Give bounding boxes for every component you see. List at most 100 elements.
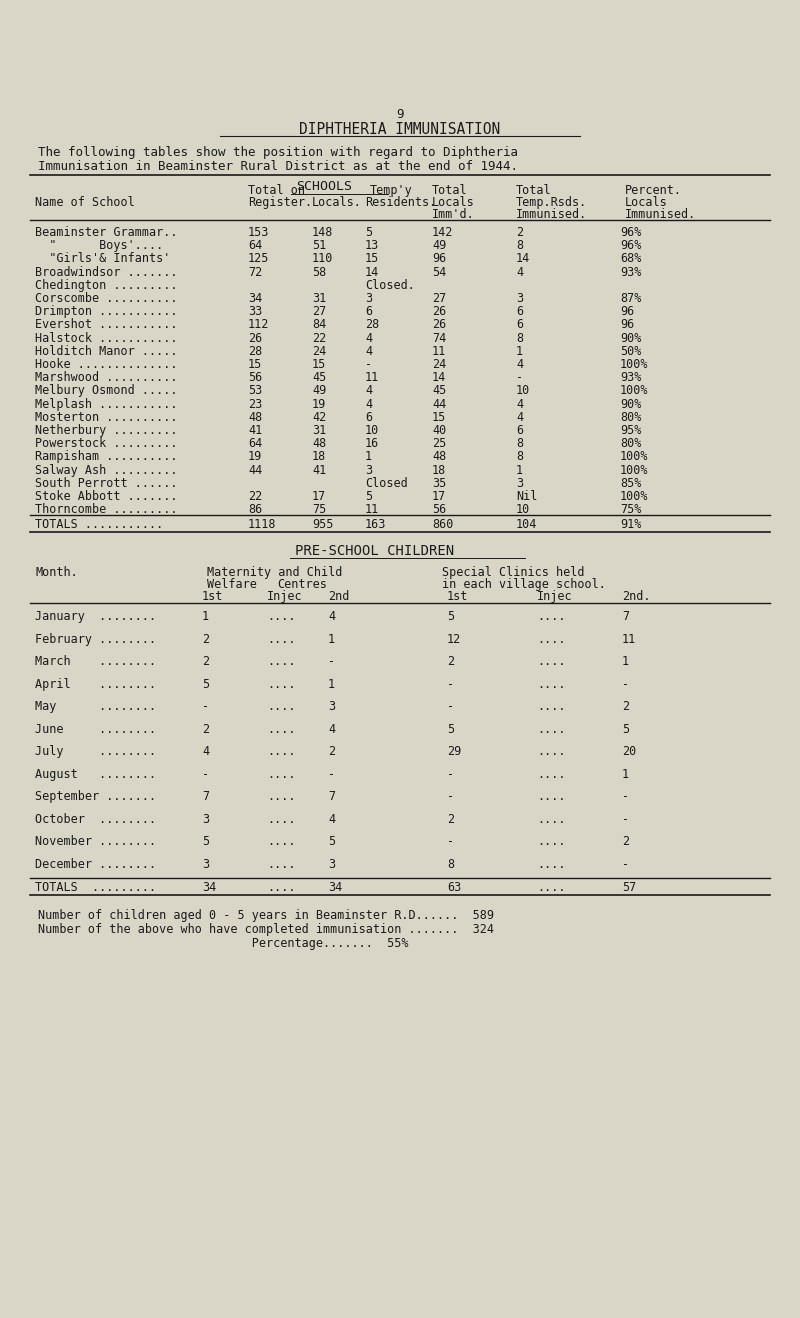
Text: 1118: 1118 [248,518,277,531]
Text: 4: 4 [365,385,372,398]
Text: 3: 3 [516,293,523,304]
Text: Month.: Month. [35,567,78,580]
Text: 31: 31 [312,293,326,304]
Text: Locals: Locals [432,196,474,210]
Text: 10: 10 [516,503,530,517]
Text: 1st: 1st [447,590,468,604]
Text: Mosterton ..........: Mosterton .......... [35,411,178,424]
Text: July     ........: July ........ [35,746,156,758]
Text: ....: .... [267,722,295,735]
Text: Halstock ...........: Halstock ........... [35,332,178,344]
Text: Number of children aged 0 - 5 years in Beaminster R.D......  589: Number of children aged 0 - 5 years in B… [38,909,494,923]
Text: February ........: February ........ [35,633,156,646]
Text: Evershot ...........: Evershot ........... [35,319,178,331]
Text: 31: 31 [312,424,326,438]
Text: 5: 5 [328,836,335,849]
Text: 2nd: 2nd [328,590,350,604]
Text: ....: .... [537,882,566,895]
Text: 56: 56 [432,503,446,517]
Text: 4: 4 [516,411,523,424]
Text: 2: 2 [202,633,209,646]
Text: 1: 1 [365,451,372,464]
Text: December ........: December ........ [35,858,156,871]
Text: 48: 48 [432,451,446,464]
Text: Maternity and Child: Maternity and Child [207,567,342,580]
Text: 2: 2 [447,813,454,826]
Text: Percent.: Percent. [625,185,682,196]
Text: 8: 8 [516,332,523,344]
Text: Centres: Centres [277,579,327,592]
Text: Residents.: Residents. [365,196,436,210]
Text: Holditch Manor .....: Holditch Manor ..... [35,345,178,357]
Text: 51: 51 [312,239,326,252]
Text: -: - [447,677,454,691]
Text: 2: 2 [516,225,523,239]
Text: 1: 1 [516,345,523,357]
Text: 4: 4 [328,722,335,735]
Text: Stoke Abbott .......: Stoke Abbott ....... [35,490,178,503]
Text: SCHOOLS: SCHOOLS [296,181,352,192]
Text: Imm'd.: Imm'd. [432,208,474,221]
Text: 90%: 90% [620,398,642,411]
Text: ....: .... [537,813,566,826]
Text: 84: 84 [312,319,326,331]
Text: 34: 34 [248,293,262,304]
Text: 4: 4 [365,398,372,411]
Text: 100%: 100% [620,464,649,477]
Text: 13: 13 [365,239,379,252]
Text: 6: 6 [516,319,523,331]
Text: Rampisham ..........: Rampisham .......... [35,451,178,464]
Text: South Perrott ......: South Perrott ...... [35,477,178,490]
Text: Percentage.......  55%: Percentage....... 55% [38,937,409,950]
Text: Beaminster Grammar..: Beaminster Grammar.. [35,225,178,239]
Text: 5: 5 [365,225,372,239]
Text: TOTALS ...........: TOTALS ........... [35,518,163,531]
Text: 72: 72 [248,266,262,278]
Text: Injec: Injec [267,590,302,604]
Text: 110: 110 [312,253,334,265]
Text: 68%: 68% [620,253,642,265]
Text: 80%: 80% [620,411,642,424]
Text: ....: .... [267,858,295,871]
Text: 64: 64 [248,438,262,451]
Text: 1: 1 [516,464,523,477]
Text: 40: 40 [432,424,446,438]
Text: 91%: 91% [620,518,642,531]
Text: Total: Total [516,185,552,196]
Text: ....: .... [267,633,295,646]
Text: The following tables show the position with regard to Diphtheria: The following tables show the position w… [38,146,518,159]
Text: 4: 4 [516,398,523,411]
Text: 45: 45 [312,372,326,385]
Text: 50%: 50% [620,345,642,357]
Text: 5: 5 [365,490,372,503]
Text: March    ........: March ........ [35,655,156,668]
Text: -: - [447,836,454,849]
Text: 96%: 96% [620,239,642,252]
Text: "Girls'& Infants': "Girls'& Infants' [35,253,170,265]
Text: 4: 4 [328,610,335,623]
Text: 90%: 90% [620,332,642,344]
Text: 11: 11 [365,372,379,385]
Text: 955: 955 [312,518,334,531]
Text: 3: 3 [365,293,372,304]
Text: 96: 96 [432,253,446,265]
Text: 45: 45 [432,385,446,398]
Text: Immunised.: Immunised. [516,208,587,221]
Text: Powerstock .........: Powerstock ......... [35,438,178,451]
Text: 4: 4 [328,813,335,826]
Text: -: - [328,768,335,780]
Text: 100%: 100% [620,451,649,464]
Text: 85%: 85% [620,477,642,490]
Text: 6: 6 [516,424,523,438]
Text: 100%: 100% [620,358,649,370]
Text: 96%: 96% [620,225,642,239]
Text: 33: 33 [248,306,262,318]
Text: 17: 17 [312,490,326,503]
Text: -: - [202,700,209,713]
Text: 95%: 95% [620,424,642,438]
Text: Number of the above who have completed immunisation .......  324: Number of the above who have completed i… [38,924,494,936]
Text: 1: 1 [202,610,209,623]
Text: Temp'y: Temp'y [370,185,413,196]
Text: 74: 74 [432,332,446,344]
Text: 1: 1 [622,655,629,668]
